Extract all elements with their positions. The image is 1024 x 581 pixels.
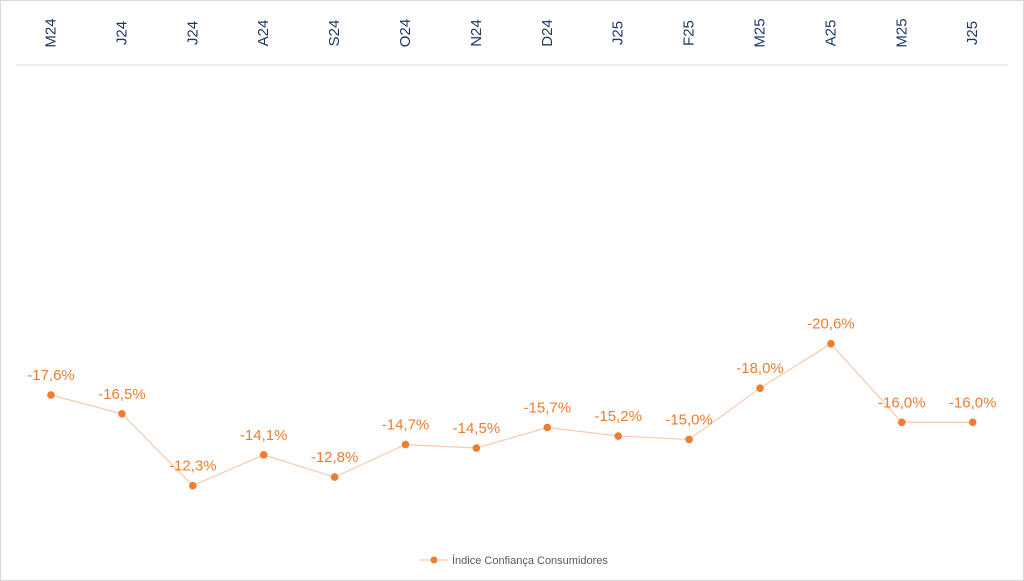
x-tick-label: M24: [43, 18, 60, 47]
data-label: -14,5%: [453, 420, 501, 437]
data-point: [614, 432, 622, 440]
data-point: [898, 418, 906, 427]
x-tick-label: A25: [822, 20, 839, 47]
data-point: [685, 435, 693, 444]
x-tick-label: N24: [468, 19, 485, 47]
data-point: [543, 423, 552, 432]
x-tick-label: F25: [681, 20, 698, 46]
data-point: [401, 440, 410, 449]
data-label: -16,5%: [98, 386, 146, 403]
data-label: -12,8%: [311, 449, 359, 466]
x-tick-label: A24: [255, 20, 272, 47]
data-point: [47, 391, 55, 399]
data-label: -20,6%: [807, 316, 855, 333]
legend-marker: [430, 556, 438, 564]
data-label: -18,0%: [736, 360, 784, 377]
data-label: -14,7%: [382, 417, 430, 434]
data-point: [259, 451, 268, 459]
data-label: -15,0%: [665, 411, 713, 428]
x-tick-label: O24: [397, 19, 414, 47]
x-tick-label: M25: [752, 18, 769, 47]
data-point: [472, 444, 481, 452]
legend-label: Índice Confiança Consumidores: [452, 554, 608, 567]
x-axis-tick-labels: M24 J24 J24 A24 S24 O24 N24 D24 J25 F25 M25 A25 M25 J…: [43, 18, 982, 47]
x-tick-label: J24: [184, 21, 201, 45]
series-data-labels: -17,6% -16,5% -12,3% -14,1% -12,8% -14,7% -14,…: [27, 316, 996, 475]
series-line: [50, 342, 973, 487]
data-point: [330, 473, 339, 481]
x-tick-label: J24: [113, 21, 130, 45]
series-points: [47, 339, 977, 490]
data-label: -12,3%: [169, 458, 217, 475]
data-point: [756, 384, 764, 392]
data-label: -17,6%: [27, 367, 75, 384]
data-label: -14,1%: [240, 427, 288, 444]
data-label: -15,7%: [524, 399, 572, 416]
data-point: [968, 418, 977, 427]
x-tick-label: J25: [964, 21, 981, 45]
data-point: [189, 481, 197, 490]
data-label: -15,2%: [594, 408, 642, 425]
legend: Índice Confiança Consumidores: [420, 554, 608, 567]
data-point: [827, 339, 835, 348]
x-tick-label: D24: [539, 19, 556, 47]
x-tick-label: M25: [893, 18, 910, 47]
data-label: -16,0%: [949, 394, 997, 411]
data-point: [118, 410, 126, 418]
data-label: -16,0%: [878, 394, 926, 411]
x-tick-label: J25: [610, 21, 627, 45]
x-tick-label: S24: [326, 20, 343, 47]
